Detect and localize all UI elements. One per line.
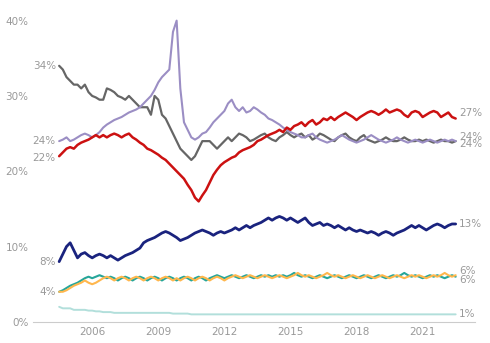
Text: 27%: 27% xyxy=(459,107,482,118)
Text: 24%: 24% xyxy=(33,136,56,146)
Text: 1%: 1% xyxy=(459,309,475,319)
Text: 4%: 4% xyxy=(39,287,56,297)
Text: 6%: 6% xyxy=(459,266,475,276)
Text: 24%: 24% xyxy=(459,132,482,142)
Text: 34%: 34% xyxy=(33,61,56,71)
Text: 8%: 8% xyxy=(39,257,56,267)
Text: 24%: 24% xyxy=(459,139,482,149)
Text: 22%: 22% xyxy=(33,153,56,163)
Text: 6%: 6% xyxy=(459,275,475,285)
Text: 13%: 13% xyxy=(459,219,482,229)
